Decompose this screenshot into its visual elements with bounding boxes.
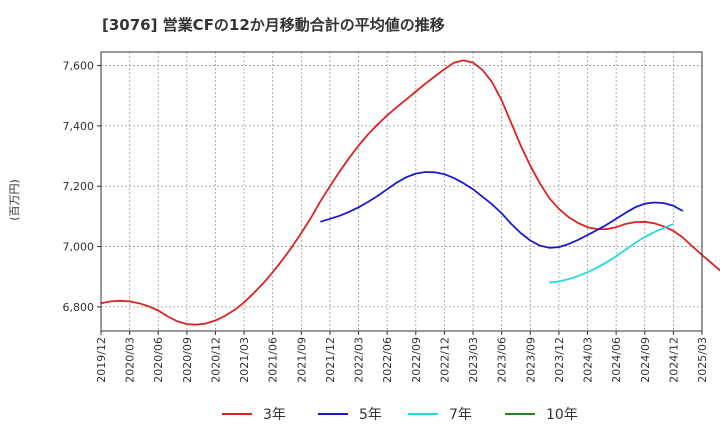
x-tick-label: 2020/09 bbox=[181, 337, 194, 383]
x-tick-label: 2021/06 bbox=[267, 337, 280, 383]
x-tick-label: 2023/09 bbox=[524, 337, 537, 383]
x-tick-label: 2022/12 bbox=[438, 337, 451, 383]
y-tick-label: 7,600 bbox=[63, 60, 95, 73]
legend-label: 5年 bbox=[359, 407, 382, 423]
x-tick-label: 2024/06 bbox=[610, 337, 623, 383]
legend: 3年 5年 7年 10年 bbox=[222, 407, 578, 423]
x-tick-label: 2021/09 bbox=[295, 337, 308, 383]
series-line-2 bbox=[320, 171, 684, 249]
y-axis-label: (百万円) bbox=[8, 179, 21, 221]
plot-grid bbox=[101, 52, 702, 331]
x-tick-label: 2023/03 bbox=[467, 337, 480, 383]
x-tick-label: 2022/06 bbox=[381, 337, 394, 383]
chart-title: [3076] 営業CFの12か月移動合計の平均値の推移 bbox=[102, 16, 445, 34]
x-tick-label: 2025/03 bbox=[696, 337, 709, 383]
plot-frame bbox=[100, 51, 703, 332]
x-tick-label: 2024/12 bbox=[667, 337, 680, 383]
legend-label: 7年 bbox=[449, 407, 472, 423]
x-tick-label: 2020/06 bbox=[152, 337, 165, 383]
y-tick-label: 6,800 bbox=[63, 301, 95, 314]
series-line-1 bbox=[100, 59, 720, 326]
y-axis: 6,800 7,000 7,200 7,400 7,600 bbox=[63, 60, 101, 314]
series-line-3 bbox=[549, 223, 674, 284]
x-tick-label: 2022/03 bbox=[353, 337, 366, 383]
series-lines bbox=[100, 59, 720, 326]
x-tick-label: 2021/03 bbox=[238, 337, 251, 383]
x-tick-label: 2023/06 bbox=[496, 337, 509, 383]
x-tick-label: 2023/12 bbox=[553, 337, 566, 383]
x-tick-label: 2020/12 bbox=[209, 337, 222, 383]
y-tick-label: 7,400 bbox=[63, 120, 95, 133]
x-tick-label: 2021/12 bbox=[324, 337, 337, 383]
x-tick-label: 2022/09 bbox=[410, 337, 423, 383]
x-tick-label: 2020/03 bbox=[124, 337, 137, 383]
y-tick-label: 7,200 bbox=[63, 180, 95, 193]
y-tick-label: 7,000 bbox=[63, 241, 95, 254]
x-tick-label: 2024/09 bbox=[639, 337, 652, 383]
x-tick-label: 2024/03 bbox=[582, 337, 595, 383]
legend-label: 3年 bbox=[263, 407, 286, 423]
legend-label: 10年 bbox=[546, 407, 578, 423]
x-tick-label: 2019/12 bbox=[95, 337, 108, 383]
x-axis: 2019/12 2020/03 2020/06 2020/09 2020/12 2021/… bbox=[95, 331, 709, 383]
